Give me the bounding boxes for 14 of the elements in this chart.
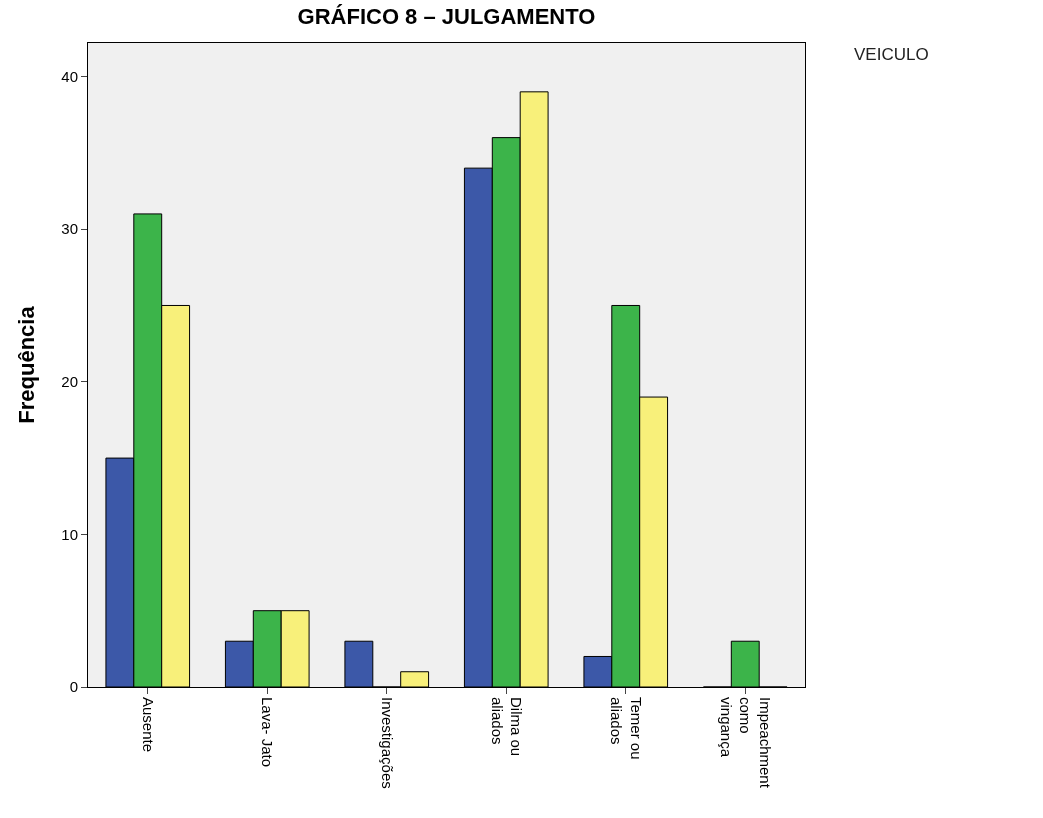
x-tick-label: Impeachment como vingança — [717, 697, 774, 789]
x-tick-label: Ausente — [139, 697, 157, 753]
y-tick-label: 40 — [61, 67, 78, 85]
x-tick-label: Temer ou aliados — [608, 697, 645, 760]
y-tick-label: 20 — [61, 373, 78, 391]
y-axis-title: Frequência — [14, 305, 39, 424]
legend-title: VEICULO — [854, 45, 929, 64]
x-tick-label: Investigações — [378, 697, 396, 789]
y-tick-label: 0 — [69, 678, 78, 696]
y-tick-label: 10 — [61, 525, 78, 543]
chart-title: GRÁFICO 8 – JULGAMENTO — [297, 3, 596, 29]
y-tick-label: 30 — [61, 220, 78, 238]
x-tick-label: Lava- Jato — [259, 697, 277, 768]
x-tick-label: Dilma ou aliados — [488, 697, 526, 757]
